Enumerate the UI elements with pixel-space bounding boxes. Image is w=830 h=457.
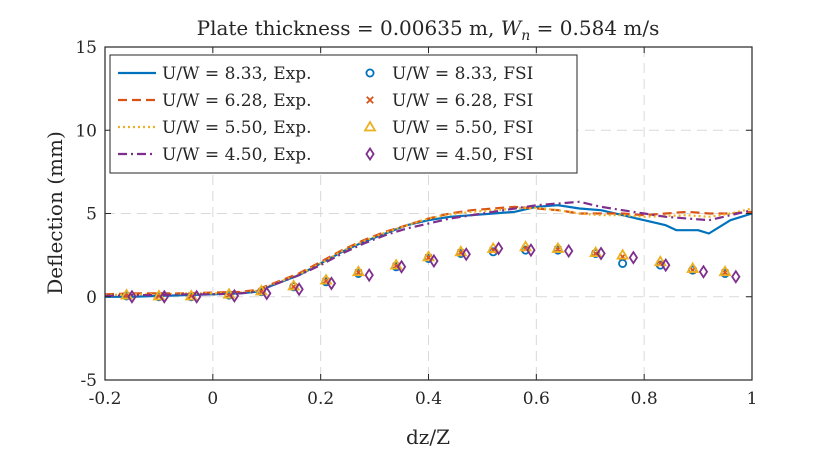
title-suffix: = 0.584 m/s xyxy=(530,16,659,40)
data-point xyxy=(127,289,137,304)
x-tick-label: 0.2 xyxy=(307,389,334,409)
x-tick-label: 0 xyxy=(207,389,218,409)
data-point xyxy=(262,286,272,301)
legend-box xyxy=(109,54,578,174)
legend-label: U/W = 5.50, Exp. xyxy=(162,118,312,138)
data-point xyxy=(191,289,202,304)
data-point xyxy=(287,279,301,291)
x-tick-label: 0.8 xyxy=(631,389,658,409)
y-tick-label: 0 xyxy=(86,288,97,308)
data-point xyxy=(618,258,628,268)
x-axis-label: dz/Z xyxy=(406,425,450,449)
data-point xyxy=(364,267,374,283)
data-point xyxy=(564,243,574,259)
series-5 xyxy=(122,244,729,300)
x-tick-label: -0.2 xyxy=(89,389,122,409)
legend-label: U/W = 8.33, Exp. xyxy=(162,64,312,84)
y-tick-label: 15 xyxy=(75,38,97,58)
chart-title: Plate thickness = 0.00635 m, Wn = 0.584 … xyxy=(197,16,660,44)
data-point xyxy=(698,264,709,279)
data-point xyxy=(686,261,700,273)
legend-label: U/W = 6.28, Exp. xyxy=(162,91,312,111)
data-point xyxy=(493,241,504,256)
data-point xyxy=(421,250,436,262)
y-tick-label: 10 xyxy=(75,121,97,141)
data-point xyxy=(718,264,732,277)
data-point xyxy=(159,289,169,304)
data-point xyxy=(396,259,407,274)
data-point xyxy=(319,273,333,285)
legend-marker-swatch xyxy=(365,146,375,162)
data-point xyxy=(351,264,365,277)
series-3 xyxy=(104,200,753,297)
legend-label: U/W = 8.33, FSI xyxy=(392,64,533,84)
y-axis-label: Deflection (mm) xyxy=(43,131,67,295)
x-tick-label: 0.4 xyxy=(415,389,442,409)
data-point xyxy=(229,288,240,304)
y-tick-label: 5 xyxy=(86,205,97,225)
data-point xyxy=(731,269,741,284)
data-point xyxy=(429,253,439,269)
data-point xyxy=(461,247,471,262)
data-point xyxy=(616,248,630,260)
legend-label: U/W = 4.50, FSI xyxy=(392,145,533,165)
data-point xyxy=(254,284,268,296)
x-tick-label: 1 xyxy=(747,389,758,409)
legend-marker-swatch xyxy=(365,68,375,78)
data-point xyxy=(551,241,565,253)
data-point xyxy=(326,276,337,291)
data-point xyxy=(628,250,639,265)
plot-series xyxy=(104,200,753,304)
axis-ticks: -0.2 0 0.2 0.4 0.6 0.8 1 -5 0 5 10 15 xyxy=(75,38,757,409)
series-7 xyxy=(127,241,741,304)
legend-label: U/W = 6.28, FSI xyxy=(392,91,533,111)
data-point xyxy=(661,257,671,273)
data-point xyxy=(653,255,667,267)
data-point xyxy=(454,245,468,257)
legend: U/W = 8.33, Exp. U/W = 6.28, Exp. U/W = 5.… xyxy=(109,54,578,174)
series-6 xyxy=(119,240,732,301)
title-prefix: Plate thickness = 0.00635 m, xyxy=(197,16,501,40)
data-point xyxy=(596,246,606,261)
title-var: W xyxy=(501,16,523,40)
series-line xyxy=(104,200,753,297)
legend-marker-swatch xyxy=(363,120,377,132)
legend-label: U/W = 4.50, Exp. xyxy=(162,145,312,165)
title-var-sub: n xyxy=(521,28,530,44)
data-point xyxy=(518,240,533,252)
legend-marker-swatch xyxy=(366,96,374,104)
x-tick-label: 0.6 xyxy=(523,389,550,409)
data-point xyxy=(294,282,304,297)
data-point xyxy=(526,242,536,258)
y-tick-label: -5 xyxy=(80,371,97,391)
legend-label: U/W = 5.50, FSI xyxy=(392,118,533,138)
